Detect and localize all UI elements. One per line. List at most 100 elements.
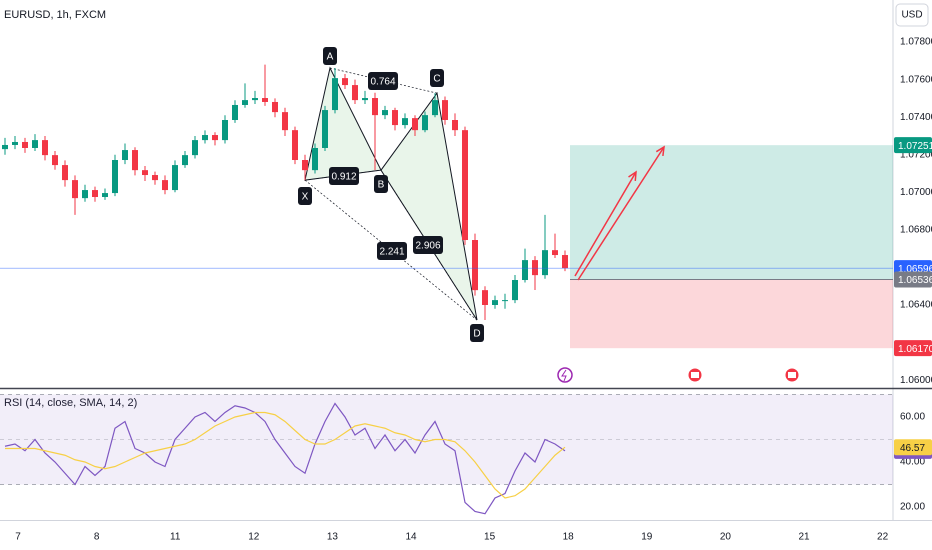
candle-body bbox=[2, 144, 8, 150]
lightning bbox=[561, 369, 567, 382]
x-tick-label: 14 bbox=[405, 532, 417, 543]
pattern-ratio-line bbox=[304, 179, 478, 321]
event-icons bbox=[557, 367, 800, 383]
candle-body bbox=[402, 118, 408, 126]
candle-body bbox=[82, 190, 88, 199]
candle-body bbox=[372, 98, 378, 116]
y-tick-label: 1.07400 bbox=[900, 112, 932, 123]
candle-body bbox=[282, 112, 288, 131]
arrow bbox=[574, 171, 637, 277]
pattern-point-label-box bbox=[298, 187, 312, 205]
candle-body bbox=[462, 130, 468, 241]
pattern-ratio: 0.764 bbox=[370, 77, 395, 88]
candle-body bbox=[562, 255, 568, 269]
price-badge-label: 1.06596 bbox=[898, 264, 932, 275]
candle-body bbox=[72, 180, 78, 199]
flag-detail bbox=[691, 372, 699, 378]
y-tick-label: 1.06800 bbox=[900, 225, 932, 236]
candle-body bbox=[162, 180, 168, 191]
pattern-point-label: X bbox=[302, 192, 309, 203]
candle-body bbox=[342, 78, 348, 86]
candle-body bbox=[392, 110, 398, 126]
pattern-ratio-box bbox=[329, 167, 359, 185]
candle-body bbox=[312, 147, 318, 171]
y-tick-label: 1.06400 bbox=[900, 300, 932, 311]
arrow-head bbox=[655, 145, 665, 157]
profit-zone bbox=[570, 145, 893, 280]
pattern-point-label-box bbox=[323, 47, 337, 65]
candle-body bbox=[152, 175, 158, 181]
price-badge-label: 1.06536 bbox=[898, 275, 932, 286]
candle-body bbox=[222, 120, 228, 141]
y-tick-label: 1.07000 bbox=[900, 187, 932, 198]
candle-body bbox=[132, 150, 138, 171]
pattern-ratio: 0.912 bbox=[331, 172, 356, 183]
pattern-ratio-line bbox=[304, 169, 382, 181]
pattern-ratio-box bbox=[377, 242, 407, 260]
price-badge bbox=[894, 271, 932, 288]
price-badge bbox=[894, 137, 932, 154]
candle-body bbox=[172, 165, 178, 191]
candle-body bbox=[362, 98, 368, 101]
candle-body bbox=[482, 290, 488, 305]
candle-body bbox=[242, 100, 248, 105]
y-tick-label: 1.07200 bbox=[900, 149, 932, 160]
candle-body bbox=[452, 120, 458, 131]
x-tick-label: 12 bbox=[248, 532, 260, 543]
x-tick-label: 13 bbox=[327, 532, 339, 543]
rsi-title: RSI (14, close, SMA, 14, 2) bbox=[4, 397, 137, 409]
currency-button[interactable] bbox=[895, 3, 929, 27]
candle-body bbox=[212, 135, 218, 141]
pattern-point-label: C bbox=[433, 74, 440, 85]
candle-body bbox=[202, 135, 208, 141]
flag-detail bbox=[788, 372, 796, 378]
y-tick-label: 1.07600 bbox=[900, 74, 932, 85]
price-axis: 1.07800 1.07600 1.07400 1.07200 1.07000 1.068… bbox=[900, 37, 932, 513]
x-tick-label: 8 bbox=[94, 532, 100, 543]
candle-body bbox=[322, 110, 328, 148]
pattern-point-label-box bbox=[374, 175, 388, 193]
candle-body bbox=[12, 141, 18, 145]
y-tick-label: 1.06000 bbox=[900, 375, 932, 386]
rsi-badge bbox=[894, 439, 932, 456]
x-tick-label: 21 bbox=[798, 532, 810, 543]
x-tick-label: 18 bbox=[563, 532, 575, 543]
candle-body bbox=[62, 165, 68, 181]
candle-body bbox=[442, 100, 448, 121]
event-icon[interactable] bbox=[557, 367, 573, 383]
candle-body bbox=[502, 300, 508, 302]
candle-body bbox=[102, 193, 108, 198]
candle-body bbox=[382, 110, 388, 116]
x-tick-label: 11 bbox=[170, 532, 181, 543]
pattern-point-label: D bbox=[473, 329, 480, 340]
rsi-badge-label: 46.57 bbox=[900, 443, 925, 454]
pattern-ratio: 2.906 bbox=[415, 241, 440, 252]
pattern-ratio-box bbox=[413, 236, 443, 254]
loss-zone bbox=[570, 279, 893, 349]
candle-body bbox=[492, 300, 498, 305]
candle-body bbox=[412, 118, 418, 131]
candle-body bbox=[192, 140, 198, 156]
candle-body bbox=[122, 150, 128, 161]
candle-body bbox=[32, 140, 38, 148]
price-badge-label: 1.06170 bbox=[898, 344, 932, 355]
candle-body bbox=[52, 155, 58, 166]
x-tick-label: 19 bbox=[641, 532, 653, 543]
x-tick-label: 7 bbox=[15, 532, 21, 543]
rsi-tick-label: 40.00 bbox=[900, 457, 925, 468]
candle-body bbox=[522, 260, 528, 281]
candle-body bbox=[292, 130, 298, 161]
pattern-point-label-box bbox=[470, 324, 484, 342]
y-tick-label: 1.07800 bbox=[900, 37, 932, 48]
candle-body bbox=[542, 250, 548, 276]
candle-body bbox=[432, 100, 438, 116]
rsi-line bbox=[4, 402, 566, 515]
candle-body bbox=[252, 98, 258, 101]
currency-label[interactable]: USD bbox=[901, 10, 922, 21]
candle-body bbox=[512, 280, 518, 301]
x-tick-label: 22 bbox=[877, 532, 889, 543]
rsi-line bbox=[5, 411, 566, 499]
price-badge bbox=[894, 340, 932, 357]
candle-body bbox=[182, 155, 188, 166]
